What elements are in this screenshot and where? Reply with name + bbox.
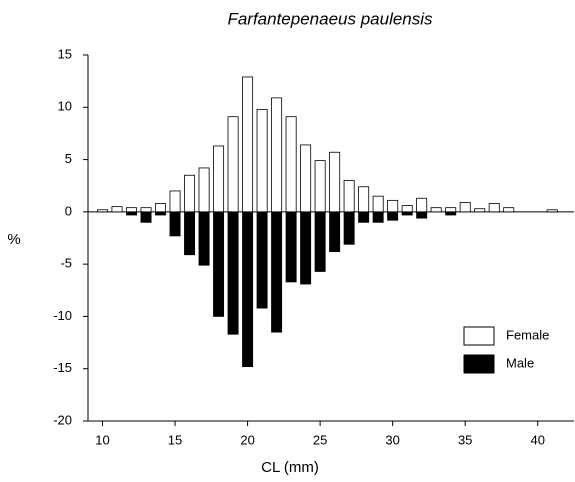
bar <box>271 211 283 333</box>
bar <box>242 211 254 368</box>
bar <box>285 116 297 213</box>
legend-swatch <box>463 326 495 346</box>
bar <box>184 174 196 213</box>
bar <box>227 211 239 335</box>
bar <box>184 211 196 256</box>
y-tick-label: 15 <box>58 46 72 61</box>
bar <box>372 211 384 223</box>
bar <box>271 97 283 213</box>
bar <box>503 207 515 213</box>
y-tick-label: 10 <box>58 99 72 114</box>
y-tick-label: -5 <box>60 256 72 271</box>
y-tick-label: -20 <box>53 412 72 427</box>
bar <box>387 211 399 221</box>
bar <box>546 209 558 213</box>
x-axis-label: CL (mm) <box>261 459 319 476</box>
y-tick-label: -10 <box>53 308 72 323</box>
bar <box>300 144 312 213</box>
x-tick-label: 30 <box>385 432 399 447</box>
bar <box>256 211 268 309</box>
bar <box>256 108 268 213</box>
bar <box>387 199 399 213</box>
bar <box>169 211 181 237</box>
y-axis-label: % <box>7 231 20 248</box>
bar <box>285 211 297 283</box>
bar <box>198 211 210 266</box>
bar <box>155 211 167 216</box>
legend-swatch <box>463 354 495 374</box>
bar <box>126 211 138 216</box>
bar <box>343 180 355 213</box>
bar <box>372 195 384 213</box>
x-tick-label: 40 <box>530 432 544 447</box>
y-tick-label: -15 <box>53 360 72 375</box>
bar <box>343 211 355 245</box>
y-tick-label: 0 <box>65 203 72 218</box>
bar <box>445 207 457 213</box>
bar <box>111 206 123 213</box>
bar <box>314 211 326 272</box>
bar <box>488 203 500 213</box>
bar <box>358 211 370 223</box>
x-tick-label: 35 <box>458 432 472 447</box>
bar <box>430 207 442 213</box>
bar <box>445 211 457 216</box>
bar <box>126 207 138 213</box>
bar <box>140 211 152 223</box>
bar <box>300 211 312 285</box>
bar <box>401 211 413 216</box>
bar <box>459 202 471 213</box>
bar <box>329 151 341 213</box>
x-tick-label: 25 <box>313 432 327 447</box>
bar <box>198 167 210 213</box>
bar <box>474 208 486 213</box>
bar <box>416 197 428 213</box>
x-tick-label: 15 <box>168 432 182 447</box>
bar <box>213 145 225 213</box>
legend-label: Female <box>506 327 549 342</box>
bar <box>227 116 239 213</box>
bar <box>140 207 152 213</box>
bar <box>314 160 326 213</box>
bar <box>213 211 225 317</box>
bar <box>329 211 341 252</box>
bar <box>242 76 254 213</box>
bar <box>401 205 413 213</box>
legend-label: Male <box>506 355 534 370</box>
bar <box>97 209 108 213</box>
y-tick-label: 5 <box>65 151 72 166</box>
bar <box>358 186 370 213</box>
x-tick-label: 10 <box>95 432 109 447</box>
bar <box>416 211 428 219</box>
chart-title: Farfantepenaeus paulensis <box>227 9 433 28</box>
bar <box>169 190 181 213</box>
bar <box>155 203 167 213</box>
x-tick-label: 20 <box>240 432 254 447</box>
